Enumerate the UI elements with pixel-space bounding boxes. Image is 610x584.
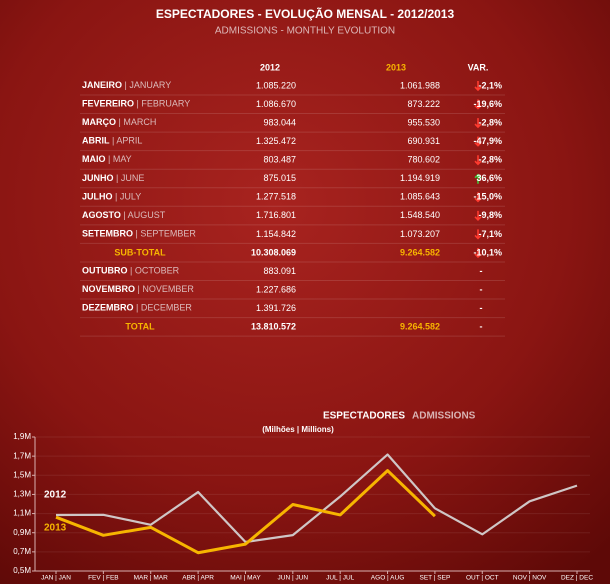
chart-subtitle: (Milhões | Millions) [262,425,334,434]
summary-label: TOTAL [125,322,155,332]
column-header: VAR. [468,62,489,72]
value-2013: 873.222 [407,99,440,109]
month-label: MAIO | MAY [82,155,132,165]
arrow-down [474,155,482,166]
month-label: SETEMBRO | SEPTEMBER [82,229,196,239]
value-2012: 875.015 [263,173,296,183]
month-label: DEZEMBRO | DECEMBER [82,303,192,313]
x-tick-label: MAI | MAY [230,575,261,582]
summary-label: SUB-TOTAL [114,247,166,257]
column-header: 2012 [260,62,280,72]
variation: - [480,322,483,332]
variation: -15,0% [473,192,502,202]
value-2013: 1.194.919 [400,173,440,183]
y-tick-label: 1,3M [13,490,31,499]
page-title: ESPECTADORES - EVOLUÇÃO MENSAL - 2012/20… [156,6,455,21]
x-tick-label: ABR | APR [182,575,214,582]
variation: - [480,303,483,313]
arrow-down [474,99,482,110]
series-line [55,453,578,544]
variation: -10,1% [473,247,502,257]
value-2012: 1.154.842 [256,229,296,239]
value-2013: 9.264.582 [400,247,440,257]
value-2012: 1.716.801 [256,210,296,220]
y-tick-label: 0,9M [13,528,31,537]
chart-title-en: ADMISSIONS [412,411,476,422]
y-tick-label: 1,7M [13,451,31,460]
month-label: MARÇO | MARCH [82,117,156,127]
month-label: OUTUBRO | OCTOBER [82,266,180,276]
month-label: FEVEREIRO | FEBRUARY [82,99,190,109]
value-2013: 1.073.207 [400,229,440,239]
variation: -9,8% [478,210,502,220]
y-tick-label: 0,5M [13,566,31,575]
value-2012: 1.086.670 [256,99,296,109]
value-2012: 883.091 [263,266,296,276]
variation: -47,9% [473,136,502,146]
arrow-down [474,210,482,221]
value-2012: 10.308.069 [251,247,296,257]
value-2013: 780.602 [407,155,440,165]
variation: -2,1% [478,80,502,90]
value-2012: 13.810.572 [251,322,296,332]
variation: - [480,266,483,276]
arrow-down [474,136,482,147]
variation: 36,6% [476,173,502,183]
x-tick-label: NOV | NOV [513,575,547,582]
arrow-up [474,173,482,184]
value-2013: 1.085.643 [400,192,440,202]
value-2012: 983.044 [263,117,296,127]
series-line [55,469,436,555]
page-subtitle: ADMISSIONS - MONTHLY EVOLUTION [215,26,395,37]
column-header: 2013 [386,62,406,72]
x-tick-label: MAR | MAR [134,575,168,582]
variation: -2,8% [478,155,502,165]
arrow-down [474,229,482,240]
series-label: 2012 [44,490,67,501]
variation: -19,6% [473,99,502,109]
variation: -7,1% [478,229,502,239]
x-tick-label: OUT | OCT [466,575,499,582]
value-2013: 955.530 [407,117,440,127]
y-tick-label: 1,5M [13,470,31,479]
value-2013: 1.548.540 [400,210,440,220]
variation: -2,8% [478,117,502,127]
month-label: JULHO | JULY [82,192,141,202]
x-tick-label: FEV | FEB [88,575,119,582]
month-label: AGOSTO | AUGUST [82,210,166,220]
x-tick-label: DEZ | DEC [561,575,593,582]
value-2012: 803.487 [263,155,296,165]
y-tick-label: 0,7M [13,547,31,556]
y-tick-label: 1,1M [13,509,31,518]
x-tick-label: SET | SEP [419,575,450,582]
series-label: 2013 [44,523,67,534]
value-2013: 9.264.582 [400,322,440,332]
value-2012: 1.085.220 [256,80,296,90]
month-label: ABRIL | APRIL [82,136,142,146]
month-label: JANEIRO | JANUARY [82,80,171,90]
value-2012: 1.227.686 [256,284,296,294]
arrow-down [474,247,482,259]
value-2013: 1.061.988 [400,80,440,90]
value-2012: 1.277.518 [256,192,296,202]
x-tick-label: JUL | JUL [326,575,355,582]
value-2013: 690.931 [407,136,440,146]
x-tick-label: JUN | JUN [278,575,309,582]
month-label: NOVEMBRO | NOVEMBER [82,284,194,294]
y-tick-label: 1,9M [13,432,31,441]
chart-title: ESPECTADORES [323,411,405,422]
variation: - [480,284,483,294]
arrow-down [474,81,482,92]
month-label: JUNHO | JUNE [82,173,144,183]
arrow-down [474,118,482,129]
value-2012: 1.325.472 [256,136,296,146]
value-2012: 1.391.726 [256,303,296,313]
x-tick-label: JAN | JAN [41,575,71,582]
arrow-down [474,192,482,203]
x-tick-label: AGO | AUG [371,575,404,582]
